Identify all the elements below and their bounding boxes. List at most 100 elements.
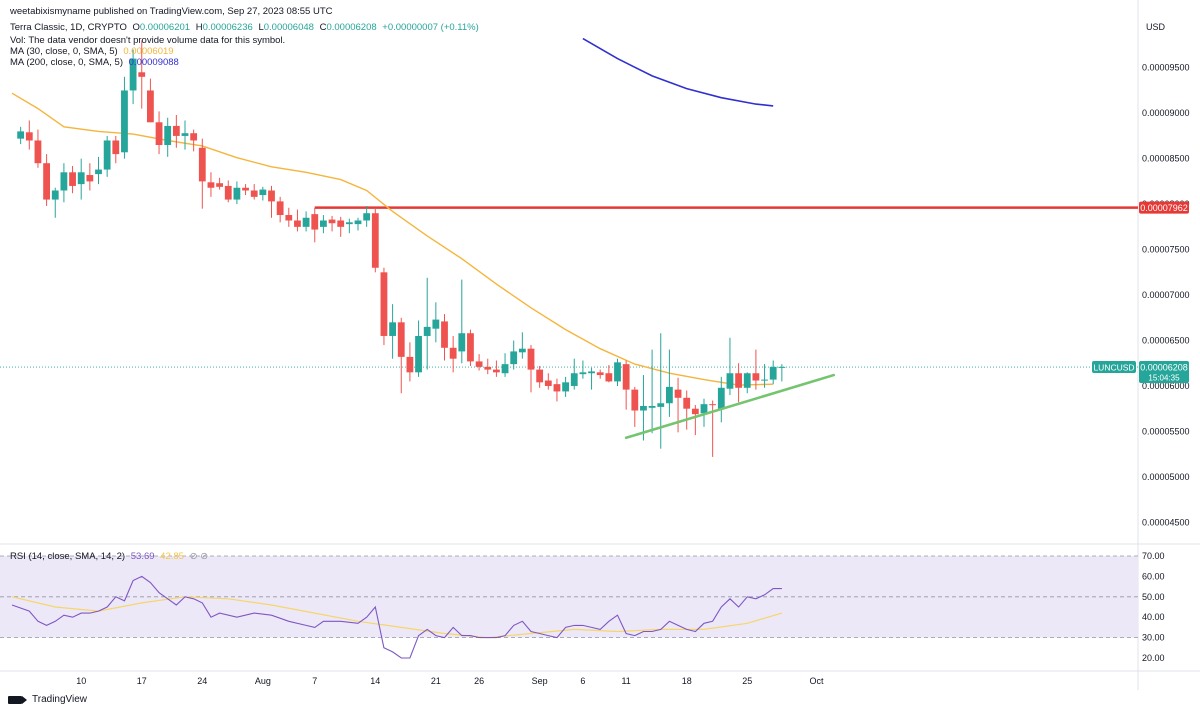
- candle: [493, 360, 500, 377]
- candle-body: [648, 405, 656, 408]
- ma200-value: 0.00009088: [128, 57, 179, 68]
- candle-body: [432, 319, 440, 329]
- candle-body: [302, 217, 310, 227]
- candle-body: [190, 133, 198, 141]
- candle: [69, 165, 76, 194]
- price-tick-label: 0.00006000: [1142, 381, 1190, 391]
- resistance-price-tag: [1139, 201, 1189, 214]
- candle: [484, 358, 492, 375]
- candle-body: [43, 163, 50, 200]
- candle-body: [735, 373, 742, 388]
- candle: [34, 129, 42, 168]
- symbol-tag: [1092, 361, 1136, 374]
- candle: [320, 215, 327, 234]
- candle-body: [276, 201, 284, 216]
- resistance-price-text: 0.00007962: [1140, 203, 1188, 213]
- time-tick-label: 7: [312, 676, 317, 686]
- last-price-tag: [1139, 361, 1189, 384]
- tradingview-logo-icon: [8, 695, 27, 704]
- rsi-tick-label: 70.00: [1142, 551, 1165, 561]
- candle: [579, 360, 587, 379]
- candle: [129, 49, 137, 105]
- candle: [380, 267, 388, 346]
- candle: [233, 181, 241, 205]
- price-tick-label: 0.00005500: [1142, 426, 1190, 436]
- candle-body: [328, 219, 336, 224]
- publisher-line: weetabixismyname published on TradingVie…: [10, 6, 333, 17]
- candle-body: [268, 190, 275, 202]
- ma30-value: 0.00006019: [123, 46, 174, 57]
- candle: [354, 217, 362, 231]
- low-label: L: [258, 22, 264, 33]
- candle: [743, 372, 751, 394]
- ma200-legend[interactable]: MA (200, close, 0, SMA, 5) 0.00009088: [10, 57, 179, 68]
- candle-body: [596, 372, 604, 376]
- candle-body: [138, 72, 146, 77]
- tradingview-logo[interactable]: TradingView: [8, 694, 87, 705]
- time-tick-label: 6: [580, 676, 585, 686]
- eye-icon[interactable]: ⊘: [189, 551, 198, 562]
- candle-body: [415, 335, 422, 373]
- volume-note: Vol: The data vendor doesn't provide vol…: [10, 35, 286, 46]
- candle: [570, 358, 578, 390]
- ma200-line: [582, 37, 774, 107]
- candle: [43, 154, 50, 206]
- candle-body: [155, 122, 163, 146]
- candle-body: [25, 132, 33, 141]
- ma30-legend[interactable]: MA (30, close, 0, SMA, 5) 0.00006019: [10, 46, 174, 57]
- open-value: 0.00006201: [139, 22, 191, 33]
- candle-body: [631, 389, 639, 411]
- support-trendline: [624, 373, 836, 440]
- candle: [640, 375, 647, 441]
- last-price-text: 0.00006208: [1140, 363, 1188, 373]
- candle-body: [544, 380, 552, 386]
- candle: [181, 120, 189, 150]
- candle: [397, 317, 405, 394]
- candle: [596, 369, 604, 379]
- candle: [17, 126, 25, 145]
- candle-body: [743, 373, 751, 388]
- candle: [302, 211, 310, 232]
- currency-label: USD: [1146, 22, 1166, 32]
- candle: [294, 209, 301, 232]
- candle: [198, 138, 206, 209]
- candle: [406, 342, 414, 382]
- candle: [337, 216, 345, 237]
- candle-body: [34, 140, 42, 164]
- candle: [432, 302, 440, 343]
- time-tick-label: 26: [474, 676, 484, 686]
- candle: [95, 156, 102, 185]
- candle-body: [657, 403, 665, 407]
- candle: [553, 378, 561, 402]
- time-tick-label: 21: [431, 676, 441, 686]
- high-value: 0.00006236: [202, 22, 253, 33]
- candle: [666, 349, 673, 417]
- candle-body: [493, 369, 500, 373]
- time-tick-label: 25: [742, 676, 752, 686]
- candle-body: [129, 58, 137, 91]
- time-tick-label: Sep: [532, 676, 548, 686]
- trendline[interactable]: [624, 373, 836, 440]
- candle: [311, 207, 319, 243]
- candle: [631, 386, 639, 427]
- candle: [769, 360, 777, 385]
- candle-body: [458, 333, 466, 352]
- close-label: C: [319, 22, 327, 33]
- candle-body: [588, 371, 595, 374]
- candle-body: [622, 364, 630, 390]
- candle-body: [294, 220, 301, 227]
- candle: [475, 354, 483, 371]
- candle: [501, 353, 509, 377]
- candle-body: [726, 373, 734, 389]
- candle-body: [778, 366, 786, 368]
- candle-body: [285, 215, 293, 221]
- rsi-tick-label: 30.00: [1142, 633, 1165, 643]
- candle: [467, 329, 474, 366]
- rsi-legend[interactable]: RSI (14, close, SMA, 14, 2) 53.69 42.85 …: [10, 551, 208, 562]
- candle-body: [501, 364, 509, 374]
- candle-body: [700, 404, 708, 414]
- candle-body: [640, 405, 647, 411]
- eye-icon-2[interactable]: ⊘: [200, 551, 209, 562]
